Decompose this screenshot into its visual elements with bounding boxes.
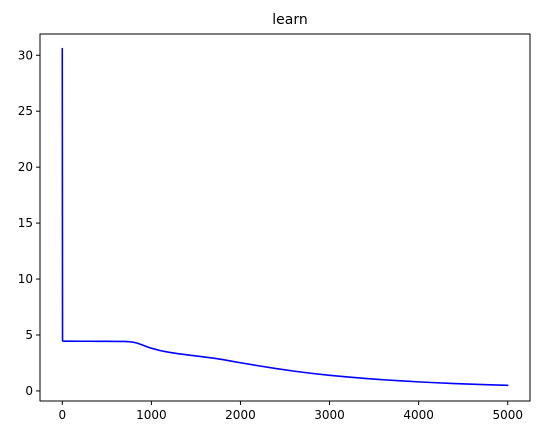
x-tick-label: 0 <box>58 408 66 422</box>
chart-title: learn <box>272 12 307 28</box>
y-tick-label: 20 <box>18 160 33 174</box>
x-tick-label: 3000 <box>314 408 345 422</box>
series-line <box>61 47 509 387</box>
y-tick-label: 30 <box>18 48 33 62</box>
plot-area-frame <box>39 33 531 402</box>
y-tick-label: 5 <box>25 328 33 342</box>
x-tick-label: 1000 <box>136 408 167 422</box>
x-axis: 0 1000 2000 3000 4000 5000 <box>58 401 523 422</box>
y-tick-label: 25 <box>18 104 33 118</box>
x-tick-label: 2000 <box>225 408 256 422</box>
plot-series <box>61 47 509 387</box>
y-tick-label: 0 <box>25 384 33 398</box>
y-tick-label: 10 <box>18 272 33 286</box>
y-axis: 0 5 10 15 20 25 30 <box>18 48 40 398</box>
y-tick-label: 15 <box>18 216 33 230</box>
x-tick-label: 5000 <box>492 408 523 422</box>
x-tick-label: 4000 <box>403 408 434 422</box>
